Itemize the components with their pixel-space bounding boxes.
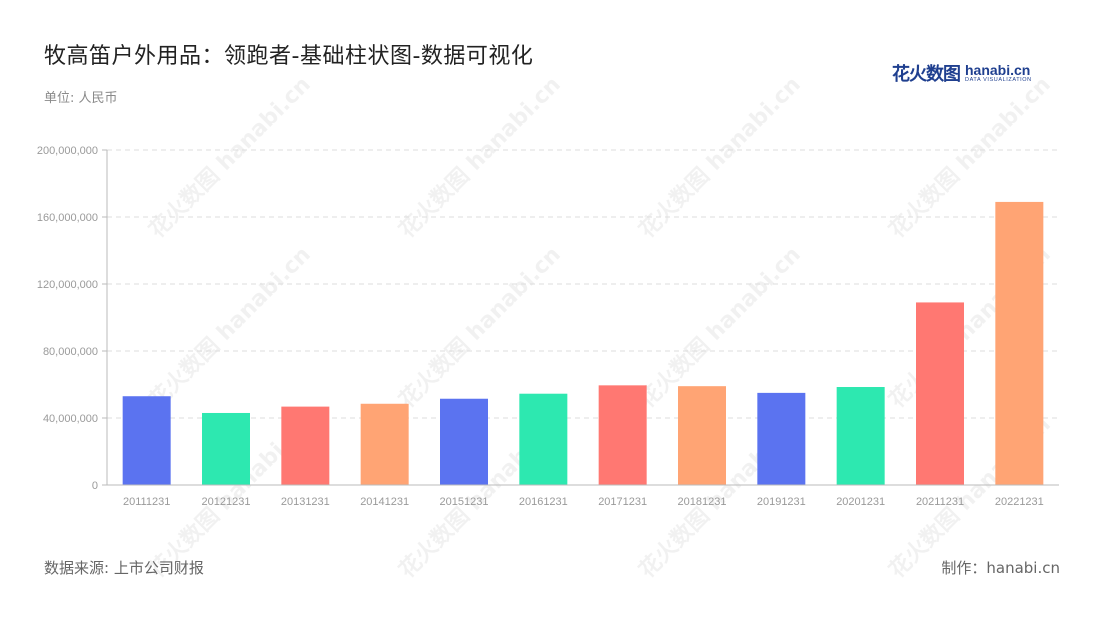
x-tick-label: 20151231 [440,496,489,508]
maker-credit: 制作：hanabi.cn [941,559,1060,577]
x-tick-label: 20211231 [916,496,964,508]
y-tick-label: 200,000,000 [37,145,98,157]
chart-title: 牧高笛户外用品：领跑者-基础柱状图-数据可视化 [44,44,534,69]
x-axis-ticks: 20111231 20121231 20131231 20141231 20151231… [123,496,1044,508]
x-tick-label: 20121231 [202,496,251,508]
x-tick-label: 20171231 [598,496,647,508]
bar [281,406,330,485]
logo-en-subtext: DATA VISUALIZATION [965,76,1032,83]
brand-logo: 花火数图 hanabi.cn DATA VISUALIZATION [892,60,1032,86]
x-tick-label: 20131231 [281,496,330,508]
y-axis-ticks: 0 40,000,000 80,000,000 120,000,000 160,000,… [37,145,98,492]
x-tick-label: 20201231 [836,496,885,508]
y-tick-label: 80,000,000 [43,346,98,358]
bar [757,392,806,485]
bar [916,302,964,485]
bar [598,385,647,485]
gridlines [102,149,1059,486]
bar [836,387,885,485]
x-tick-label: 20191231 [757,496,806,508]
logo-en-text: hanabi.cn [965,61,1031,78]
x-tick-label: 20141231 [360,496,409,508]
y-tick-label: 0 [92,480,98,492]
x-tick-label: 20161231 [519,496,568,508]
bar [122,396,171,485]
bar [678,386,726,485]
y-tick-label: 120,000,000 [37,279,98,291]
logo-en-block: hanabi.cn DATA VISUALIZATION [965,63,1032,84]
bar [440,398,488,485]
bar [519,393,568,485]
bar [995,201,1044,486]
bars [122,201,1044,486]
bar [202,412,250,485]
x-tick-label: 20181231 [678,496,727,508]
x-tick-label: 20111231 [123,496,170,508]
y-tick-label: 40,000,000 [43,413,98,425]
x-tick-label: 20221231 [995,496,1044,508]
unit-label: 单位: 人民币 [44,91,118,106]
logo-cn-text: 花火数图 [892,64,961,85]
data-source: 数据来源: 上市公司财报 [44,559,204,577]
bar [360,403,409,485]
y-tick-label: 160,000,000 [37,212,98,224]
